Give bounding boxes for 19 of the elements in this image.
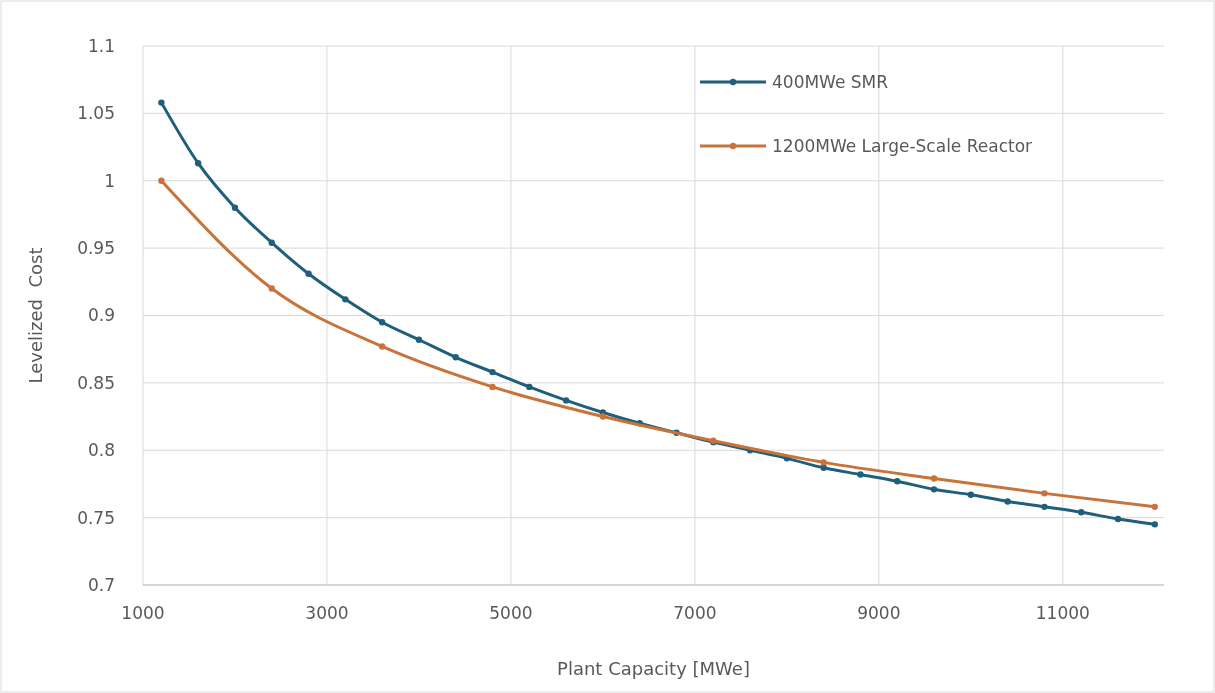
y-tick-label: 0.75 — [77, 507, 115, 528]
y-tick-label: 0.8 — [87, 440, 115, 461]
y-tick-label: 0.9 — [87, 305, 115, 326]
y-tick-label: 0.95 — [77, 238, 115, 259]
legend-label: 1200MWe Large-Scale Reactor — [772, 135, 1033, 156]
y-tick-label: 0.85 — [77, 372, 115, 393]
y-tick-label: 1 — [104, 170, 115, 191]
x-tick-label: 7000 — [673, 603, 717, 623]
y-axis-title: Levelized Cost — [25, 247, 46, 384]
x-tick-label: 9000 — [857, 603, 901, 623]
y-tick-label: 1.1 — [87, 35, 115, 56]
legend-label: 400MWe SMR — [772, 71, 889, 92]
x-tick-label: 1000 — [121, 603, 165, 623]
x-tick-label: 11000 — [1035, 603, 1090, 623]
x-tick-label: 5000 — [489, 603, 533, 623]
y-tick-label: 1.05 — [77, 103, 115, 124]
x-tick-label: 3000 — [305, 603, 349, 623]
x-axis-title: Plant Capacity [MWe] — [557, 658, 750, 679]
y-tick-label: 0.7 — [87, 574, 115, 595]
